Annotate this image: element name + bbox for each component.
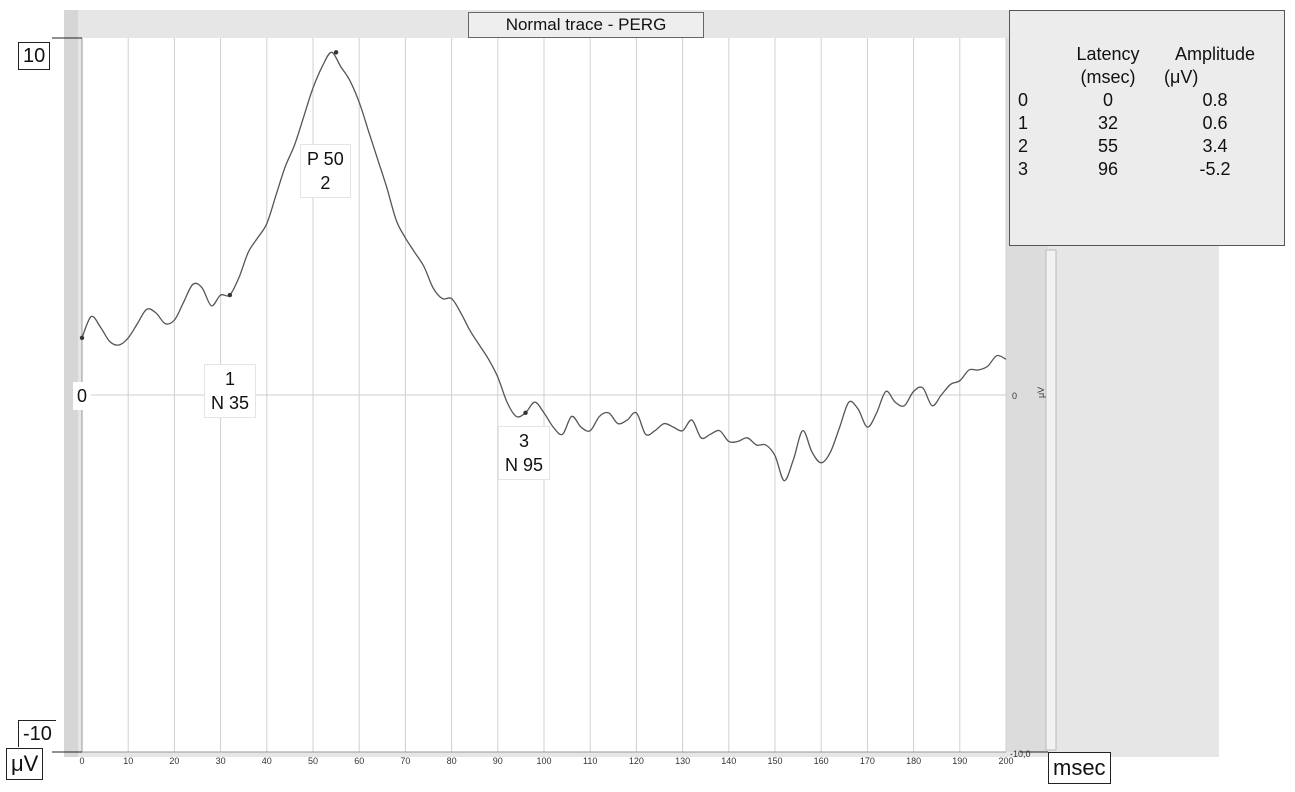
table-header-amplitude-unit: (μV) — [1164, 67, 1199, 87]
x-tick-label: 40 — [262, 756, 272, 766]
tick-labels: 0 10 20 30 40 50 60 70 80 90 100 110 120 130 140 150 160… — [79, 756, 1013, 766]
table-cell-latency: 55 — [1097, 136, 1119, 156]
x-unit-label: msec — [1048, 752, 1111, 784]
marker-layer — [79, 50, 528, 416]
chart-title: Normal trace - PERG — [468, 12, 704, 38]
marker-label-2: P 50 2 — [300, 144, 351, 198]
table-row: 1 32 0.6 — [1018, 112, 1274, 135]
marker-label-3-line1: 3 — [519, 431, 530, 451]
x-tick-label: 0 — [79, 756, 84, 766]
x-tick-label: 140 — [721, 756, 736, 766]
x-tick-label: 50 — [308, 756, 318, 766]
marker-point-0[interactable] — [79, 335, 85, 341]
marker-label-0: 0 — [73, 382, 92, 410]
table-cell-index: 3 — [1018, 159, 1029, 179]
right-scrollbar[interactable] — [1045, 249, 1057, 751]
table-cell-index: 2 — [1018, 136, 1029, 156]
table-header-row-1: Latency Amplitude — [1018, 43, 1274, 66]
y-unit-label: μV — [6, 748, 44, 780]
y-max-label: 10 — [18, 42, 51, 70]
marker-label-3-line2: N 95 — [505, 455, 544, 475]
table-header-row-2: (msec) (μV) — [1018, 66, 1274, 89]
results-table: Latency Amplitude (msec) (μV) 0 0 0.8 1 … — [1018, 43, 1274, 181]
x-tick-label: 80 — [447, 756, 457, 766]
x-tick-label: 150 — [767, 756, 782, 766]
right-axis-unit-label: μV — [1036, 387, 1046, 398]
table-header-idx — [1018, 43, 1060, 66]
latency-amplitude-table: Latency Amplitude (msec) (μV) 0 0 0.8 1 … — [1009, 10, 1285, 246]
marker-label-1-line2: N 35 — [211, 393, 250, 413]
x-tick-label: 30 — [216, 756, 226, 766]
table-row: 0 0 0.8 — [1018, 89, 1274, 112]
table-header2-idx — [1018, 66, 1060, 89]
x-tick-label: 90 — [493, 756, 503, 766]
table-cell-amplitude: 0.8 — [1202, 90, 1228, 110]
x-tick-label: 130 — [675, 756, 690, 766]
table-cell-latency: 96 — [1097, 159, 1119, 179]
marker-point-2[interactable] — [333, 50, 339, 55]
x-tick-label: 20 — [169, 756, 179, 766]
table-row: 3 96 -5.2 — [1018, 158, 1274, 181]
right-axis-bottom-label: -10,0 — [1010, 749, 1031, 759]
table-header-latency-unit: (msec) — [1080, 67, 1136, 87]
table-header-latency: Latency — [1076, 44, 1140, 64]
right-axis-zero-label: 0 — [1012, 391, 1017, 401]
marker-label-0-line1: 0 — [77, 386, 88, 406]
x-tick-label: 10 — [123, 756, 133, 766]
marker-label-2-line1: P 50 — [307, 149, 344, 169]
x-tick-label: 170 — [860, 756, 875, 766]
marker-label-2-line2: 2 — [320, 173, 331, 193]
table-cell-amplitude: -5.2 — [1199, 159, 1231, 179]
x-tick-label: 180 — [906, 756, 921, 766]
x-tick-label: 110 — [583, 756, 597, 766]
x-tick-label: 190 — [952, 756, 967, 766]
table-cell-amplitude: 0.6 — [1202, 113, 1228, 133]
x-tick-label: 200 — [998, 756, 1013, 766]
table-header-amplitude: Amplitude — [1174, 44, 1256, 64]
marker-point-3[interactable] — [523, 410, 528, 416]
table-row: 2 55 3.4 — [1018, 135, 1274, 158]
table-cell-latency: 32 — [1097, 113, 1119, 133]
marker-label-1-line1: 1 — [225, 369, 236, 389]
marker-point-1[interactable] — [227, 292, 233, 298]
table-cell-index: 0 — [1018, 90, 1029, 110]
perg-trace — [81, 51, 1007, 482]
x-tick-label: 100 — [536, 756, 551, 766]
x-tick-label: 60 — [354, 756, 364, 766]
y-min-label: -10 — [18, 720, 56, 747]
table-cell-amplitude: 3.4 — [1202, 136, 1228, 156]
x-tick-label: 160 — [814, 756, 829, 766]
table-cell-latency: 0 — [1102, 90, 1113, 110]
x-tick-label: 70 — [400, 756, 410, 766]
x-tick-label: 120 — [629, 756, 644, 766]
left-gutter — [64, 10, 78, 757]
marker-label-3: 3 N 95 — [498, 426, 551, 480]
table-cell-index: 1 — [1018, 113, 1029, 133]
trace-layer — [81, 51, 1007, 482]
marker-label-1: 1 N 35 — [204, 364, 257, 418]
